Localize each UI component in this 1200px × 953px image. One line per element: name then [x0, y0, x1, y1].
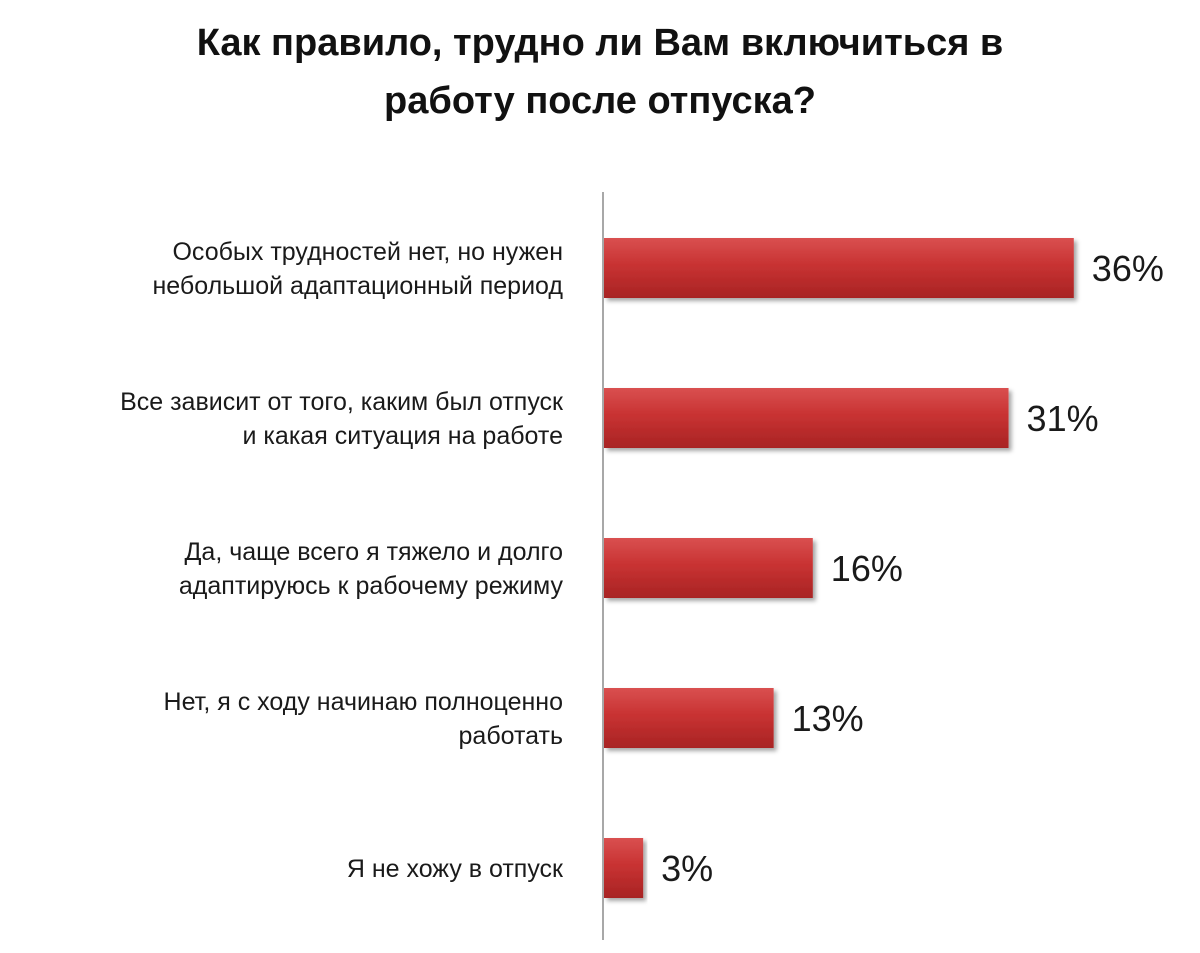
category-label: Все зависит от того, каким был отпуск [120, 388, 564, 416]
data-label: 36% [1092, 248, 1164, 289]
data-label: 16% [831, 548, 903, 589]
chart-title: Как правило, трудно ли Вам включиться в … [150, 14, 1050, 130]
category-label: работать [459, 722, 563, 750]
data-label: 31% [1027, 398, 1099, 439]
category-label: Особых трудностей нет, но нужен [172, 238, 563, 266]
category-label: Да, чаще всего я тяжело и долго [184, 538, 563, 566]
bar [604, 238, 1074, 298]
bar [604, 688, 774, 748]
category-label: небольшой адаптационный период [152, 272, 563, 300]
data-label: 13% [792, 698, 864, 739]
bar [604, 838, 644, 898]
category-label: Нет, я с ходу начинаю полноценно [164, 688, 563, 716]
bar [604, 538, 813, 598]
bar [604, 388, 1009, 448]
category-label: Я не хожу в отпуск [347, 855, 564, 883]
category-label: и какая ситуация на работе [243, 422, 563, 450]
chart-title-line-1: Как правило, трудно ли Вам включиться в [196, 22, 1004, 64]
data-label: 3% [661, 848, 713, 889]
category-label: адаптируюсь к рабочему режиму [179, 572, 564, 600]
chart-title-line-2: работу после отпуска? [384, 80, 816, 122]
